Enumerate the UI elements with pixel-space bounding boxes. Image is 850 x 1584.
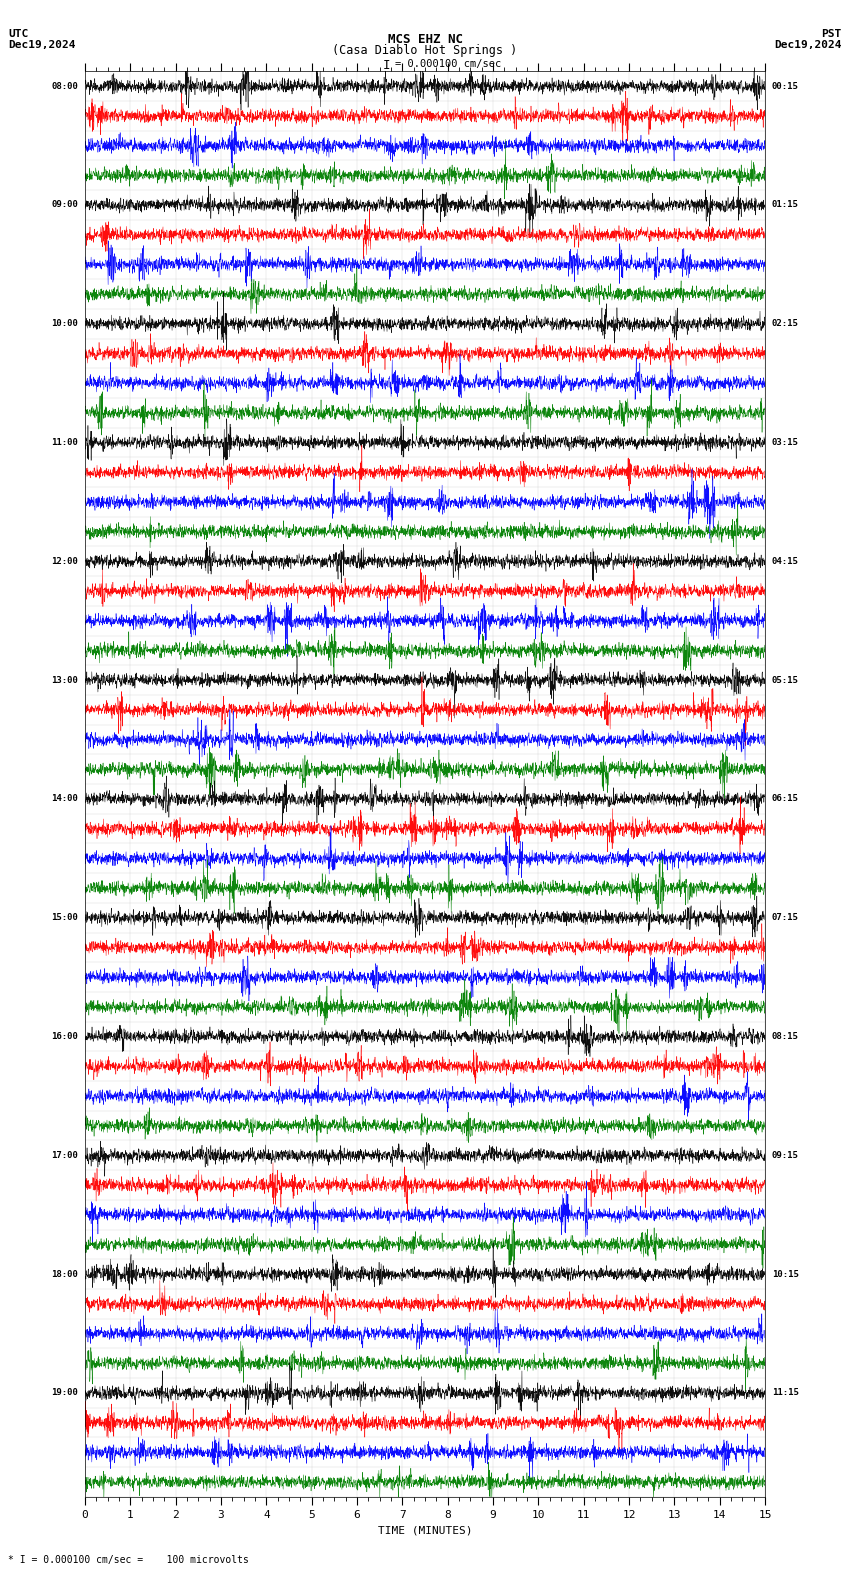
Text: 01:15: 01:15 [772, 201, 799, 209]
Text: 11:00: 11:00 [51, 439, 78, 447]
Text: 00:15: 00:15 [772, 82, 799, 90]
Text: 13:00: 13:00 [51, 676, 78, 684]
Text: I: I [383, 59, 390, 71]
Text: 05:15: 05:15 [772, 676, 799, 684]
Text: 08:00: 08:00 [51, 82, 78, 90]
Text: 04:15: 04:15 [772, 558, 799, 565]
Text: 18:00: 18:00 [51, 1270, 78, 1278]
Text: PST: PST [821, 29, 842, 38]
Text: 17:00: 17:00 [51, 1152, 78, 1159]
Text: 15:00: 15:00 [51, 914, 78, 922]
Text: Dec19,2024: Dec19,2024 [8, 40, 76, 49]
Text: 09:15: 09:15 [772, 1152, 799, 1159]
Text: 10:15: 10:15 [772, 1270, 799, 1278]
Text: 10:00: 10:00 [51, 320, 78, 328]
Text: 16:00: 16:00 [51, 1033, 78, 1041]
Text: 08:15: 08:15 [772, 1033, 799, 1041]
Text: 11:15: 11:15 [772, 1389, 799, 1397]
Text: = 0.000100 cm/sec: = 0.000100 cm/sec [395, 59, 501, 68]
Text: UTC: UTC [8, 29, 29, 38]
Text: 14:00: 14:00 [51, 795, 78, 803]
Text: 12:00: 12:00 [51, 558, 78, 565]
Text: * I = 0.000100 cm/sec =    100 microvolts: * I = 0.000100 cm/sec = 100 microvolts [8, 1555, 249, 1565]
Text: Dec19,2024: Dec19,2024 [774, 40, 842, 49]
Text: 03:15: 03:15 [772, 439, 799, 447]
Text: (Casa Diablo Hot Springs ): (Casa Diablo Hot Springs ) [332, 44, 518, 57]
Text: 06:15: 06:15 [772, 795, 799, 803]
X-axis label: TIME (MINUTES): TIME (MINUTES) [377, 1525, 473, 1535]
Text: 02:15: 02:15 [772, 320, 799, 328]
Text: 19:00: 19:00 [51, 1389, 78, 1397]
Text: 09:00: 09:00 [51, 201, 78, 209]
Text: 07:15: 07:15 [772, 914, 799, 922]
Text: MCS EHZ NC: MCS EHZ NC [388, 33, 462, 46]
